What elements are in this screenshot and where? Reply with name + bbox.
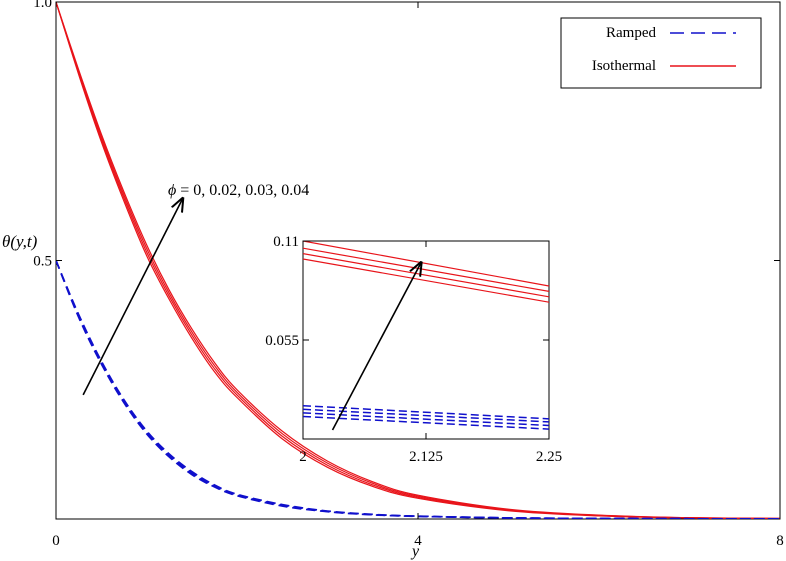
inset-x-tick-label: 2.125 [409, 449, 443, 465]
inset-plot-frame [302, 240, 550, 440]
phi-annotation: ϕ = 0, 0.02, 0.03, 0.04 [168, 182, 309, 199]
phi-values: = 0, 0.02, 0.03, 0.04 [176, 182, 309, 199]
inset-ticks-group: 2 2.125 2.25 0.055 0.11 [265, 234, 562, 465]
series-isothermal-phi-0.04 [56, 2, 780, 519]
main-series-group [56, 2, 780, 519]
inset-series-ramped-phi-0 [303, 415, 549, 430]
legend-label-ramped: Ramped [606, 25, 656, 41]
inset-series-ramped-phi-0.02 [303, 412, 549, 427]
phi-trend-arrow [82, 198, 183, 396]
inset-y-tick-label: 0.11 [273, 234, 299, 250]
inset-trend-arrow [331, 263, 422, 431]
inset-series-isothermal-phi-0.04 [303, 241, 549, 287]
legend-box [560, 17, 762, 89]
x-axis-label: y [410, 543, 420, 560]
y-axis-label: θ(y,t) [2, 232, 38, 251]
series-ramped-phi-0.03 [56, 260, 780, 519]
legend: Ramped Isothermal [560, 17, 762, 89]
x-tick-label: 0 [52, 533, 60, 549]
y-tick-label: 0.5 [33, 254, 52, 270]
inset-series-isothermal-phi-0.03 [303, 247, 549, 292]
inset-x-tick-label: 2.25 [536, 449, 562, 465]
inset-series-group [303, 241, 549, 430]
inset-x-tick-label: 2 [299, 449, 307, 465]
x-tick-label: 8 [776, 533, 784, 549]
inset-y-tick-label: 0.055 [265, 333, 299, 349]
inset-series-isothermal-phi-0 [303, 258, 549, 303]
main-ticks-group: 0 4 8 0.5 1.0 [33, 0, 784, 549]
y-tick-label: 1.0 [33, 0, 52, 11]
x-tick-label: 4 [414, 533, 422, 549]
inset-series-isothermal-phi-0.02 [303, 253, 549, 298]
legend-label-isothermal: Isothermal [592, 58, 656, 74]
inset-series-ramped-phi-0.03 [303, 408, 549, 423]
phi-symbol: ϕ [168, 182, 176, 199]
